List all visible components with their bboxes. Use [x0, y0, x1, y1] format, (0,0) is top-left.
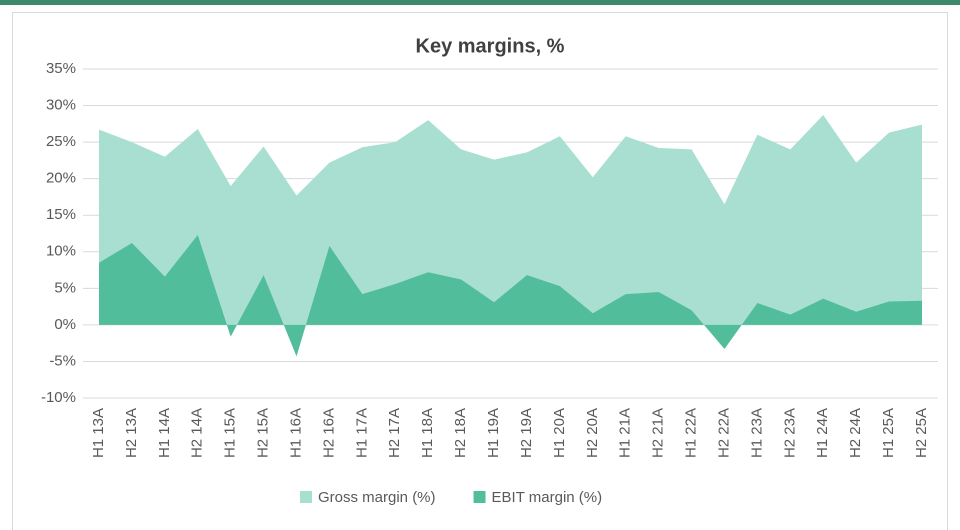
y-tick-label: 5%	[54, 279, 76, 296]
x-tick-label: H1 21A	[617, 408, 634, 458]
x-tick-label: H2 17A	[386, 408, 403, 458]
x-tick-label: H1 15A	[222, 408, 239, 458]
top-bar	[0, 0, 960, 5]
x-tick-label: H1 13A	[90, 408, 107, 458]
x-tick-label: H1 17A	[353, 408, 370, 458]
y-tick-label: 15%	[46, 206, 76, 223]
x-tick-label: H2 16A	[320, 408, 337, 458]
x-tick-label: H1 23A	[748, 408, 765, 458]
x-tick-label: H1 25A	[880, 408, 897, 458]
legend-label: EBIT margin (%)	[492, 489, 603, 506]
x-tick-label: H1 14A	[156, 408, 173, 458]
y-tick-label: 30%	[46, 97, 76, 114]
x-tick-label: H1 19A	[485, 408, 502, 458]
x-tick-label: H2 18A	[452, 408, 469, 458]
x-tick-label: H2 19A	[518, 408, 535, 458]
y-tick-label: 35%	[46, 60, 76, 77]
legend-swatch	[473, 491, 486, 503]
x-tick-label: H2 15A	[255, 408, 272, 458]
y-tick-label: -5%	[49, 352, 76, 369]
y-tick-label: 0%	[54, 316, 76, 333]
legend-label: Gross margin (%)	[318, 489, 436, 506]
x-tick-label: H1 16A	[287, 408, 304, 458]
x-tick-label: H2 22A	[715, 408, 732, 458]
x-tick-label: H1 18A	[419, 408, 436, 458]
x-tick-label: H2 14A	[189, 408, 206, 458]
chart-title: Key margins, %	[416, 35, 565, 57]
y-tick-label: 20%	[46, 170, 76, 187]
x-tick-label: H2 23A	[781, 408, 798, 458]
y-tick-label: 25%	[46, 133, 76, 150]
area	[99, 234, 922, 357]
x-tick-label: H2 25A	[913, 408, 930, 458]
x-tick-label: H1 20A	[551, 408, 568, 458]
x-tick-label: H2 13A	[123, 408, 140, 458]
legend-swatch	[300, 491, 312, 503]
x-tick-label: H2 20A	[584, 408, 601, 458]
x-tick-label: H1 24A	[814, 408, 831, 458]
x-tick-label: H2 21A	[650, 408, 667, 458]
y-tick-label: 10%	[46, 243, 76, 260]
x-tick-label: H1 22A	[683, 408, 700, 458]
x-tick-label: H2 24A	[847, 408, 864, 458]
y-tick-label: -10%	[41, 389, 76, 406]
area	[99, 115, 922, 325]
